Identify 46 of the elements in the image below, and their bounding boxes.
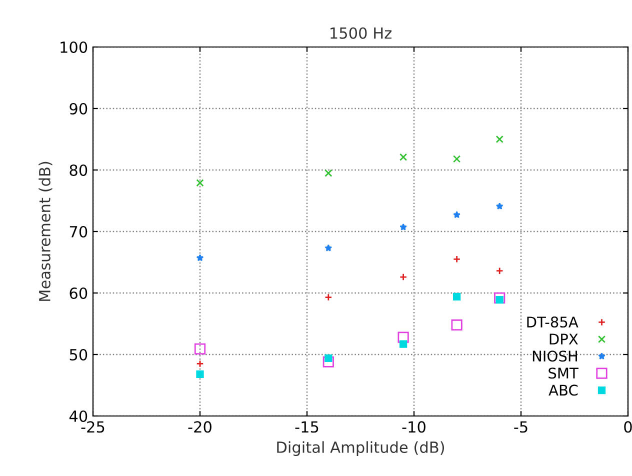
- y-tick-label: 70: [70, 226, 88, 238]
- y-tick-label: 90: [70, 102, 88, 115]
- point: [196, 360, 204, 368]
- x-axis-title: Digital Amplitude (dB): [277, 441, 444, 456]
- x-tick-label: -15: [295, 421, 318, 433]
- point: [399, 153, 408, 161]
- point: [494, 292, 506, 304]
- point: [452, 255, 461, 263]
- point: [452, 292, 461, 301]
- point: [400, 223, 407, 230]
- point: [452, 155, 461, 163]
- point: [196, 370, 204, 378]
- point: [453, 211, 460, 218]
- point: [451, 319, 462, 331]
- point: [324, 354, 332, 362]
- point: [194, 343, 206, 355]
- x-tick-label: 0: [624, 421, 632, 433]
- point: [322, 356, 334, 368]
- x-tick-label: -10: [402, 421, 426, 433]
- point: [324, 244, 332, 252]
- point: [324, 293, 332, 302]
- point: [496, 135, 504, 144]
- legend-label: DPX: [550, 334, 578, 344]
- point: [324, 169, 332, 177]
- chart-title: 1500 Hz: [330, 27, 392, 39]
- y-tick-label: 50: [70, 348, 88, 361]
- legend-label: NIOSH: [532, 350, 577, 362]
- point: [196, 179, 204, 187]
- point: [196, 254, 204, 262]
- x-tick-label: -25: [81, 421, 104, 433]
- point: [398, 332, 409, 343]
- y-tick-label: 100: [60, 41, 88, 54]
- y-tick-label: 40: [69, 410, 88, 422]
- x-tick-label: -5: [514, 421, 528, 433]
- y-tick-label: 60: [70, 287, 88, 300]
- point: [496, 202, 504, 210]
- legend-label: DT-85A: [527, 316, 578, 328]
- y-tick-label: 80: [70, 164, 88, 176]
- point: [399, 340, 408, 348]
- legend-label: ABC: [548, 384, 578, 396]
- legend-label: SMT: [548, 368, 578, 379]
- point: [399, 273, 408, 281]
- y-axis-title: Measurement (dB): [38, 162, 52, 301]
- x-tick-label: -20: [188, 421, 212, 433]
- point: [496, 296, 504, 304]
- point: [496, 267, 504, 275]
